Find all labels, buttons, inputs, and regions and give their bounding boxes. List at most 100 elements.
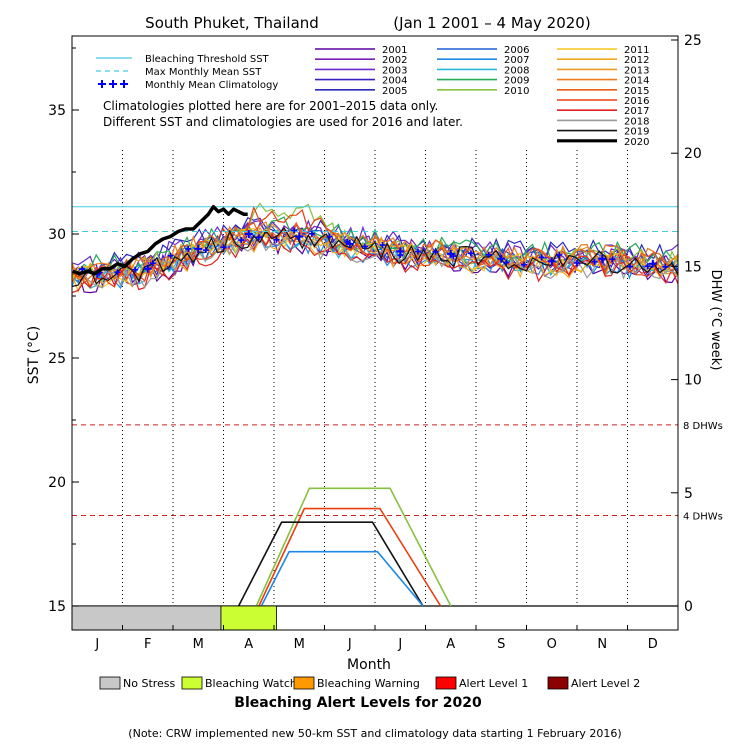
- legend-year-label: 2017: [624, 106, 649, 117]
- climatology-marker: [485, 251, 492, 258]
- legend-swatch: [120, 80, 128, 88]
- climatology-marker: [202, 247, 209, 254]
- y-left-tick-label: 20: [48, 475, 66, 491]
- sst-line-2009: [71, 216, 679, 277]
- climatology-marker: [467, 250, 474, 257]
- climatology-point: [598, 254, 607, 263]
- climatology-marker: [167, 252, 174, 259]
- legend-swatch: [109, 80, 117, 88]
- x-tick-label: O: [547, 637, 557, 652]
- alert-segment: [220, 605, 277, 631]
- x-tick-label: J: [94, 637, 99, 652]
- y-left-tick-label: 30: [48, 227, 66, 243]
- climatology-marker: [255, 234, 262, 241]
- alert-legend-label: Alert Level 2: [571, 677, 640, 690]
- climatology-markers: [79, 227, 669, 278]
- alert-legend-title: Bleaching Alert Levels for 2020: [234, 695, 482, 711]
- yearly-sst-lines: [71, 202, 679, 294]
- sst-line-2012: [71, 231, 679, 294]
- alert-legend-swatch: [181, 676, 203, 690]
- climatology-point: [547, 257, 556, 266]
- month-gridlines: [122, 150, 628, 606]
- climatology-marker: [238, 237, 245, 244]
- climatology-marker: [379, 242, 386, 249]
- note-line-1: Climatologies plotted here are for 2001–…: [103, 99, 438, 113]
- legend-year-label: 2014: [624, 76, 649, 87]
- climatology-marker: [326, 233, 333, 240]
- sst-line-2014: [71, 221, 679, 281]
- x-axis-label: Month: [347, 657, 391, 673]
- dhw-line-2010: [255, 487, 452, 607]
- x-tick-label: F: [144, 637, 151, 652]
- climatology-marker: [344, 238, 351, 245]
- climatology-marker: [432, 248, 439, 255]
- climatology-point: [194, 244, 203, 253]
- chart-date-range: (Jan 1 2001 – 4 May 2020): [393, 14, 590, 32]
- climatology-marker: [185, 245, 192, 252]
- legend-year-label: 2018: [624, 116, 649, 127]
- legend-year-label: 2003: [382, 65, 407, 76]
- climatology-point: [648, 259, 657, 268]
- sst-line-2010: [71, 202, 679, 283]
- chart-title: South Phuket, Thailand: [145, 14, 319, 32]
- climatology-marker: [132, 266, 139, 273]
- dhw-line-2016: [258, 507, 442, 607]
- x-tick-label: J: [397, 637, 402, 652]
- alert-legend-label: Alert Level 1: [459, 677, 528, 690]
- sst-2020-line: [72, 204, 248, 276]
- legend-year-label: 2008: [504, 65, 529, 76]
- dhw-level-label: 4 DHWs: [683, 511, 723, 522]
- legend-year-label: 2005: [382, 86, 407, 97]
- climatology-marker: [114, 269, 121, 276]
- climatology-point: [244, 230, 253, 238]
- x-tick-label: M: [193, 637, 204, 652]
- climatology-marker: [308, 230, 315, 237]
- legend-year-label: 2012: [624, 55, 649, 66]
- sst-line-2019: [71, 226, 679, 288]
- legend-year-label: 2015: [624, 86, 649, 97]
- climatology-marker: [149, 260, 156, 267]
- climatology-marker: [591, 258, 598, 265]
- y-axis-left-label: SST (°C): [26, 326, 42, 384]
- legend-year-label: 2010: [504, 86, 529, 97]
- x-tick-label: M: [294, 637, 305, 652]
- legend-year-label: 2002: [382, 55, 407, 66]
- alert-segment: [71, 605, 222, 631]
- x-tick-label: D: [648, 637, 658, 652]
- legend-label: Monthly Mean Climatology: [145, 80, 278, 91]
- legend: Bleaching Threshold SST Max Monthly Mean …: [96, 45, 649, 690]
- climatology-marker: [503, 259, 510, 266]
- climatology-marker: [627, 263, 634, 270]
- dhw-line-2019: [237, 521, 424, 607]
- y-axis-right-label: DHW (°C week): [708, 270, 723, 371]
- y-left-tick-label: 25: [48, 351, 66, 367]
- climatology-marker: [644, 263, 651, 270]
- y-left-tick-label: 35: [48, 103, 66, 119]
- alert-legend-swatch: [435, 676, 457, 690]
- x-tick-label: A: [446, 637, 455, 652]
- climatology-marker: [220, 244, 227, 251]
- legend-year-label: 2007: [504, 55, 529, 66]
- climatology-marker: [609, 256, 616, 263]
- climatology-marker: [273, 236, 280, 243]
- y-right-tick-label: 0: [684, 599, 693, 615]
- note-line-2: Different SST and climatologies are used…: [103, 115, 463, 129]
- climatology-point: [497, 254, 506, 263]
- legend-year-label: 2013: [624, 65, 649, 76]
- legend-year-label: 2006: [504, 45, 529, 56]
- alert-legend-swatch: [547, 676, 569, 690]
- legend-label: Max Monthly Mean SST: [145, 67, 262, 78]
- alert-legend-label: Bleaching Watch: [205, 677, 297, 690]
- axes: 15 20 25 30 35 0 5 10 15 20 25 J F M A M J J A S O N D: [48, 33, 702, 652]
- legend-year-label: 2004: [382, 76, 407, 87]
- legend-year-label: 2019: [624, 127, 649, 138]
- alert-legend-swatch: [99, 676, 121, 690]
- footnote: (Note: CRW implemented new 50-km SST and…: [128, 727, 621, 740]
- x-tick-label: J: [347, 637, 352, 652]
- climatology-marker: [538, 254, 545, 261]
- climatology-point: [295, 232, 304, 241]
- climatology-marker: [397, 252, 404, 259]
- alert-legend-label: Bleaching Warning: [317, 677, 420, 690]
- legend-year-label: 2016: [624, 96, 649, 107]
